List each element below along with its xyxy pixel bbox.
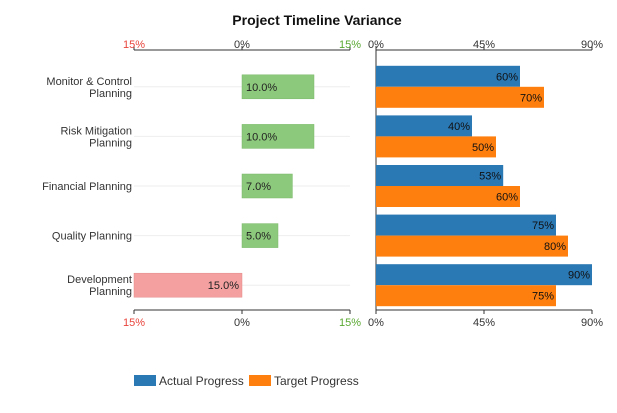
target-progress-bar [376,186,520,207]
target-progress-bar [376,136,496,158]
variance-data-label: 15.0% [208,280,239,292]
actual-progress-label: 40% [448,121,470,133]
category-label: Financial Planning [42,181,132,193]
category-label-line: Risk Mitigation [60,125,132,137]
category-label-line: Planning [89,88,132,100]
actual-progress-label: 60% [496,71,518,83]
progress-tick-label-bottom: 0% [368,317,384,329]
category-label-line: Development [67,274,132,286]
legend-swatch-actual [134,375,156,386]
progress-tick-label-bottom: 45% [473,317,495,329]
progress-tick-label-top: 45% [473,39,495,51]
target-progress-label: 75% [532,291,554,303]
progress-tick-label-bottom: 90% [581,317,603,329]
actual-progress-label: 75% [532,220,554,232]
variance-tick-label-top: 15% [339,39,361,51]
variance-data-label: 10.0% [246,82,277,94]
legend-label-actual: Actual Progress [159,374,244,388]
variance-data-label: 10.0% [246,131,277,143]
actual-progress-bar [376,214,556,236]
actual-progress-label: 53% [479,171,501,183]
variance-bar [241,124,315,149]
target-progress-bar [376,235,568,257]
category-label: Quality Planning [52,231,132,243]
legend: Actual Progress Target Progress [134,374,359,388]
category-label: Monitor & Control Planning [46,76,132,100]
actual-progress-bar [376,115,472,137]
progress-panel: 0%0%45%45%90%90%60%70%40%50%53%60%75%80%… [368,39,603,329]
variance-bar [241,173,293,199]
category-label: Development Planning [67,274,132,298]
category-label-line: Monitor & Control [46,76,132,88]
variance-panel: 15% 15% 0% 0% 15% 15% 10.0% 10.0% 7.0% 5.0% 15.0% [123,39,361,329]
category-label-line: Planning [89,286,132,298]
variance-bar [241,74,315,100]
category-label-line: Quality Planning [52,231,132,243]
progress-tick-label-top: 0% [368,39,384,51]
progress-tick-label-top: 90% [581,39,603,51]
category-label: Risk Mitigation Planning [60,125,132,149]
category-label-line: Financial Planning [42,181,132,193]
variance-tick-label-top: 15% [123,39,145,51]
target-progress-label: 60% [496,192,518,204]
variance-data-label: 7.0% [246,181,271,193]
legend-swatch-target [249,375,271,386]
target-progress-label: 50% [472,142,494,154]
actual-progress-bar [376,165,504,186]
chart-title: Project Timeline Variance [232,12,402,28]
target-progress-label: 80% [544,241,566,253]
variance-tick-label-top: 0% [234,39,250,51]
variance-bar [133,272,243,298]
category-label-line: Planning [89,137,132,149]
target-progress-label: 70% [520,92,542,104]
variance-tick-label-bottom: 15% [339,317,361,329]
variance-bar [241,223,279,248]
target-progress-bar [376,285,556,307]
variance-data-label: 5.0% [246,231,271,243]
actual-progress-bar [376,264,592,286]
actual-progress-bar [376,65,520,87]
variance-tick-label-bottom: 15% [123,317,145,329]
variance-tick-label-bottom: 0% [234,317,250,329]
actual-progress-label: 90% [568,270,590,282]
legend-label-target: Target Progress [274,374,359,388]
target-progress-bar [376,86,544,108]
